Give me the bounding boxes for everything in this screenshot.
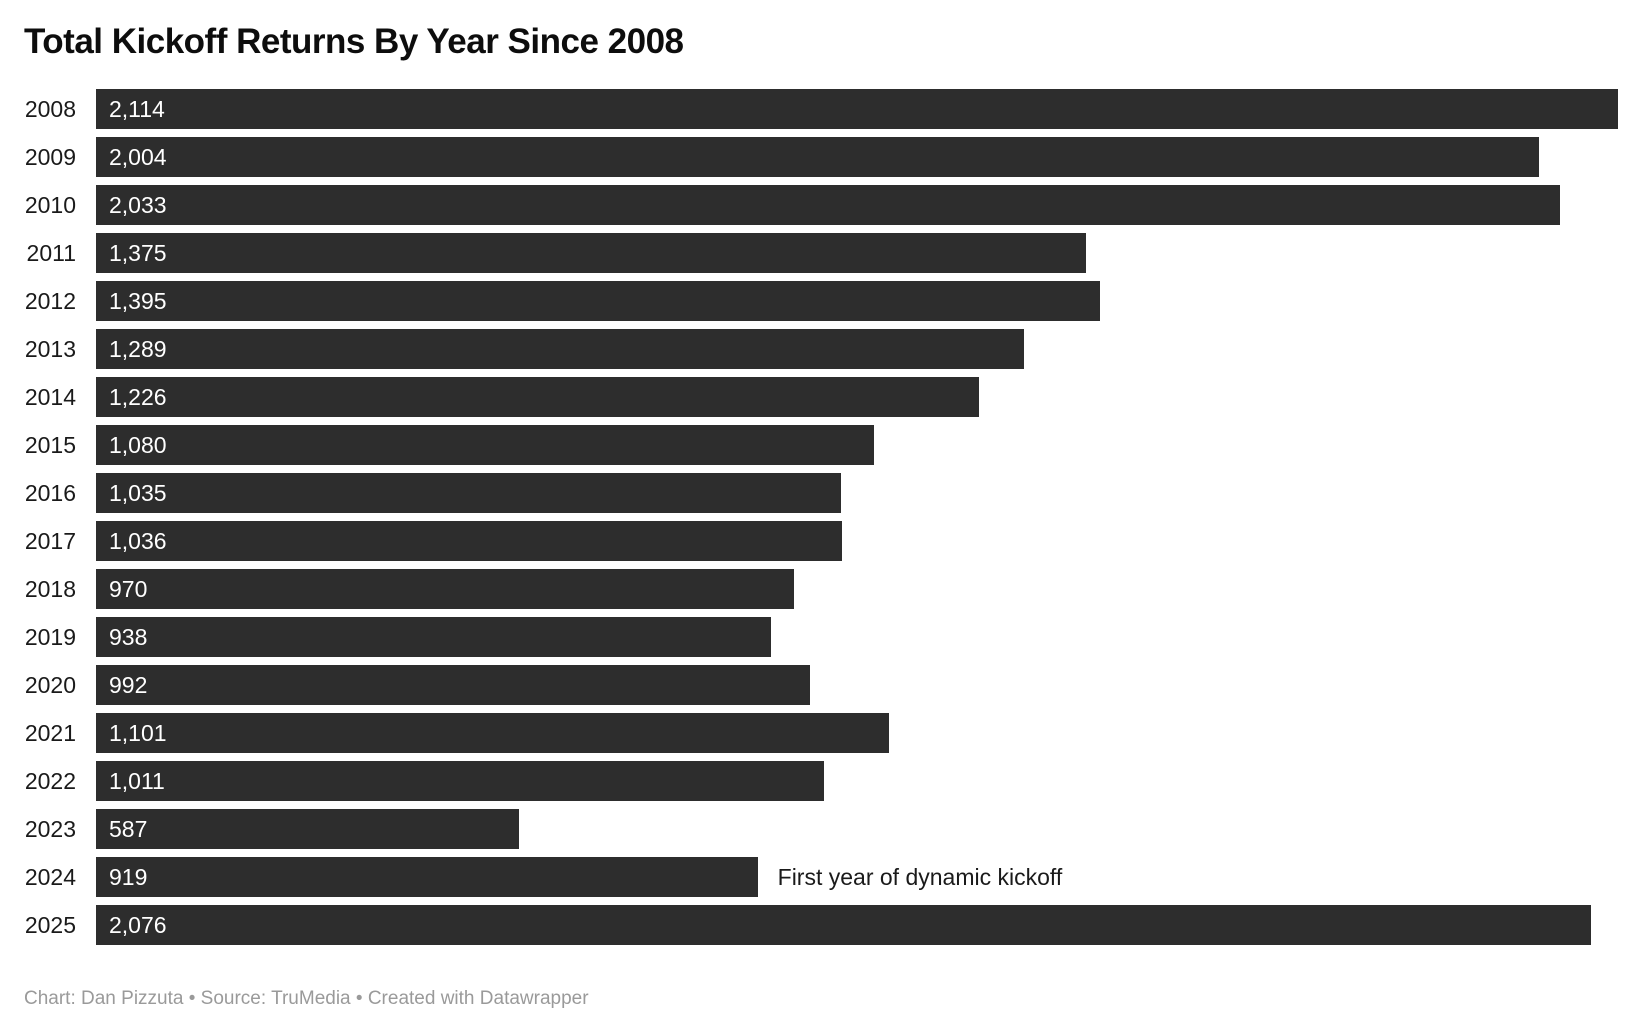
bar: 1,101 xyxy=(96,713,889,753)
bar-track: 1,011 xyxy=(96,757,1618,805)
bar: 1,011 xyxy=(96,761,824,801)
bar-track: 1,226 xyxy=(96,373,1618,421)
bar: 2,076 xyxy=(96,905,1591,945)
year-label: 2025 xyxy=(24,911,76,938)
value-label: 1,375 xyxy=(109,239,167,266)
year-label: 2014 xyxy=(24,383,76,410)
value-label: 2,004 xyxy=(109,143,167,170)
bar-track: 1,036 xyxy=(96,517,1618,565)
bar: 919 xyxy=(96,857,758,897)
bar-track: 992 xyxy=(96,661,1618,709)
chart-row: 2024 919 First year of dynamic kickoff xyxy=(24,853,1618,901)
chart-row: 2010 2,033 xyxy=(24,181,1618,229)
bar-annotation: First year of dynamic kickoff xyxy=(777,863,1063,890)
chart-row: 2021 1,101 xyxy=(24,709,1618,757)
value-label: 919 xyxy=(109,863,148,890)
bar: 2,004 xyxy=(96,137,1539,177)
bar: 1,226 xyxy=(96,377,979,417)
bar-track: 1,101 xyxy=(96,709,1618,757)
bar: 1,080 xyxy=(96,425,874,465)
chart-row: 2019 938 xyxy=(24,613,1618,661)
value-label: 1,035 xyxy=(109,479,167,506)
bar: 992 xyxy=(96,665,811,705)
chart-footer-credits: Chart: Dan Pizzuta • Source: TruMedia • … xyxy=(24,988,589,1009)
bar: 1,289 xyxy=(96,329,1025,369)
bar-track: 938 xyxy=(96,613,1618,661)
year-label: 2008 xyxy=(24,95,76,122)
chart-row: 2014 1,226 xyxy=(24,373,1618,421)
chart-row: 2009 2,004 xyxy=(24,133,1618,181)
year-label: 2015 xyxy=(24,431,76,458)
chart-row: 2020 992 xyxy=(24,661,1618,709)
bar-rows: 2008 2,114 2009 2,004 2010 2,033 2011 1,375 2012… xyxy=(24,85,1618,949)
bar-track: 587 xyxy=(96,805,1618,853)
chart-row: 2018 970 xyxy=(24,565,1618,613)
value-label: 992 xyxy=(109,671,148,698)
bar: 1,395 xyxy=(96,281,1101,321)
bar-track: 1,080 xyxy=(96,421,1618,469)
chart-row: 2008 2,114 xyxy=(24,85,1618,133)
bar-track: 1,289 xyxy=(96,325,1618,373)
year-label: 2024 xyxy=(24,863,76,890)
bar: 2,114 xyxy=(96,89,1618,129)
chart-title: Total Kickoff Returns By Year Since 2008 xyxy=(24,22,684,61)
year-label: 2022 xyxy=(24,767,76,794)
year-label: 2017 xyxy=(24,527,76,554)
bar-track: 919 First year of dynamic kickoff xyxy=(96,853,1618,901)
chart-row: 2012 1,395 xyxy=(24,277,1618,325)
bar-track: 970 xyxy=(96,565,1618,613)
year-label: 2010 xyxy=(24,191,76,218)
value-label: 1,226 xyxy=(109,383,167,410)
bar: 970 xyxy=(96,569,795,609)
year-label: 2020 xyxy=(24,671,76,698)
bar-track: 2,004 xyxy=(96,133,1618,181)
bar-track: 2,076 xyxy=(96,901,1618,949)
value-label: 2,114 xyxy=(109,95,165,122)
value-label: 1,289 xyxy=(109,335,167,362)
year-label: 2009 xyxy=(24,143,76,170)
bar: 1,036 xyxy=(96,521,842,561)
year-label: 2021 xyxy=(24,719,76,746)
value-label: 2,076 xyxy=(109,911,167,938)
year-label: 2019 xyxy=(24,623,76,650)
bar: 938 xyxy=(96,617,772,657)
value-label: 1,036 xyxy=(109,527,167,554)
value-label: 1,101 xyxy=(109,719,167,746)
chart-row: 2015 1,080 xyxy=(24,421,1618,469)
chart-row: 2016 1,035 xyxy=(24,469,1618,517)
year-label: 2013 xyxy=(24,335,76,362)
bar: 587 xyxy=(96,809,519,849)
bar: 2,033 xyxy=(96,185,1560,225)
bar-track: 1,395 xyxy=(96,277,1618,325)
year-label: 2011 xyxy=(26,239,76,266)
bar: 1,035 xyxy=(96,473,842,513)
value-label: 2,033 xyxy=(109,191,167,218)
value-label: 938 xyxy=(109,623,148,650)
bar-plot: 2008 2,114 2009 2,004 2010 2,033 2011 1,375 2012… xyxy=(24,85,1618,949)
value-label: 1,395 xyxy=(109,287,167,314)
bar-track: 2,033 xyxy=(96,181,1618,229)
bar-track: 1,375 xyxy=(96,229,1618,277)
value-label: 970 xyxy=(109,575,148,602)
value-label: 1,080 xyxy=(109,431,167,458)
chart-row: 2017 1,036 xyxy=(24,517,1618,565)
chart-row: 2025 2,076 xyxy=(24,901,1618,949)
year-label: 2023 xyxy=(24,815,76,842)
bar-track: 1,035 xyxy=(96,469,1618,517)
bar-track: 2,114 xyxy=(96,85,1618,133)
year-label: 2012 xyxy=(24,287,76,314)
year-label: 2016 xyxy=(24,479,76,506)
chart-row: 2023 587 xyxy=(24,805,1618,853)
bar: 1,375 xyxy=(96,233,1086,273)
chart-row: 2022 1,011 xyxy=(24,757,1618,805)
chart-row: 2011 1,375 xyxy=(24,229,1618,277)
value-label: 587 xyxy=(109,815,148,842)
year-label: 2018 xyxy=(24,575,76,602)
value-label: 1,011 xyxy=(109,767,165,794)
chart-row: 2013 1,289 xyxy=(24,325,1618,373)
